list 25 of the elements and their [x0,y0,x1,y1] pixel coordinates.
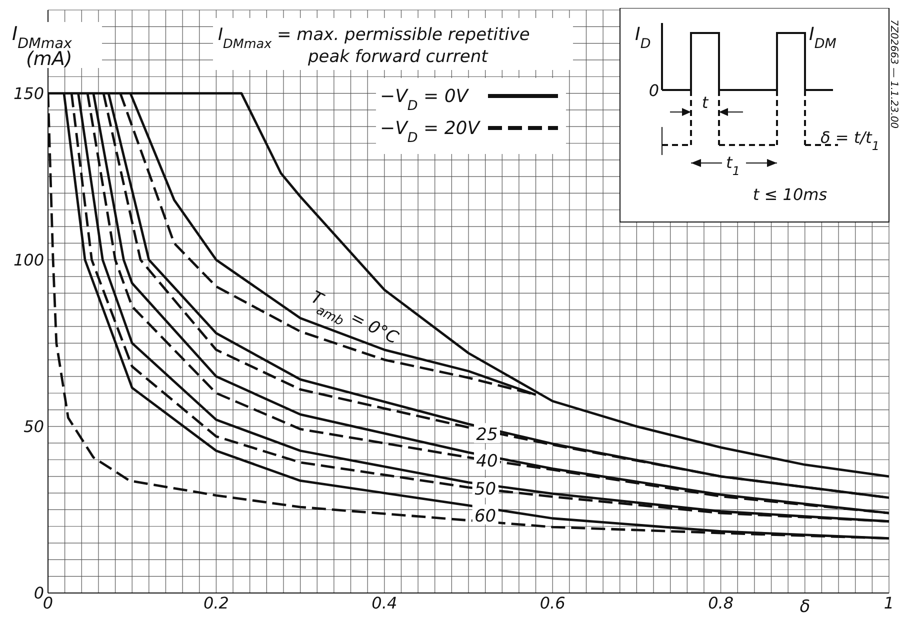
annotation: δ = t/t$_{1}$ [820,128,880,153]
annotation: 25 [476,425,498,446]
y-tick-label: 150 [13,84,44,103]
annotation: 7Z02663 — 1.1.23.00 [888,19,899,129]
x-tick-label: 1 [884,593,894,612]
annotation: I$_{D}$ [635,24,651,52]
annotation: t ≤ 10ms [752,185,828,204]
y-tick-label: 100 [13,250,44,270]
annotation: 40 [476,452,498,472]
annotation: 60 [474,506,496,526]
x-tick-label: 0.2 [203,593,229,612]
x-axis-title: δ [800,597,810,617]
annotation: t$_{1}$ [726,153,740,178]
legend-label: −V$_{D}$ = 20V [380,118,482,146]
x-tick-label: 0.8 [708,593,734,612]
y-tick-label: 50 [24,417,44,436]
y-axis-title: I$_{DMmax}$ (mA) [12,23,72,70]
legend-label: −V$_{D}$ = 0V [380,86,470,114]
x-tick-label: 0.6 [540,593,566,612]
annotation: 50 [474,480,496,500]
x-tick-label: 0.4 [372,593,398,612]
text: I$_{DMmax}$ = max. permissible repetitive peak forward current [218,25,530,67]
annotation: 0 [648,81,660,100]
annotation: I$_{DM}$ [809,24,837,52]
annotation: t [702,93,709,112]
